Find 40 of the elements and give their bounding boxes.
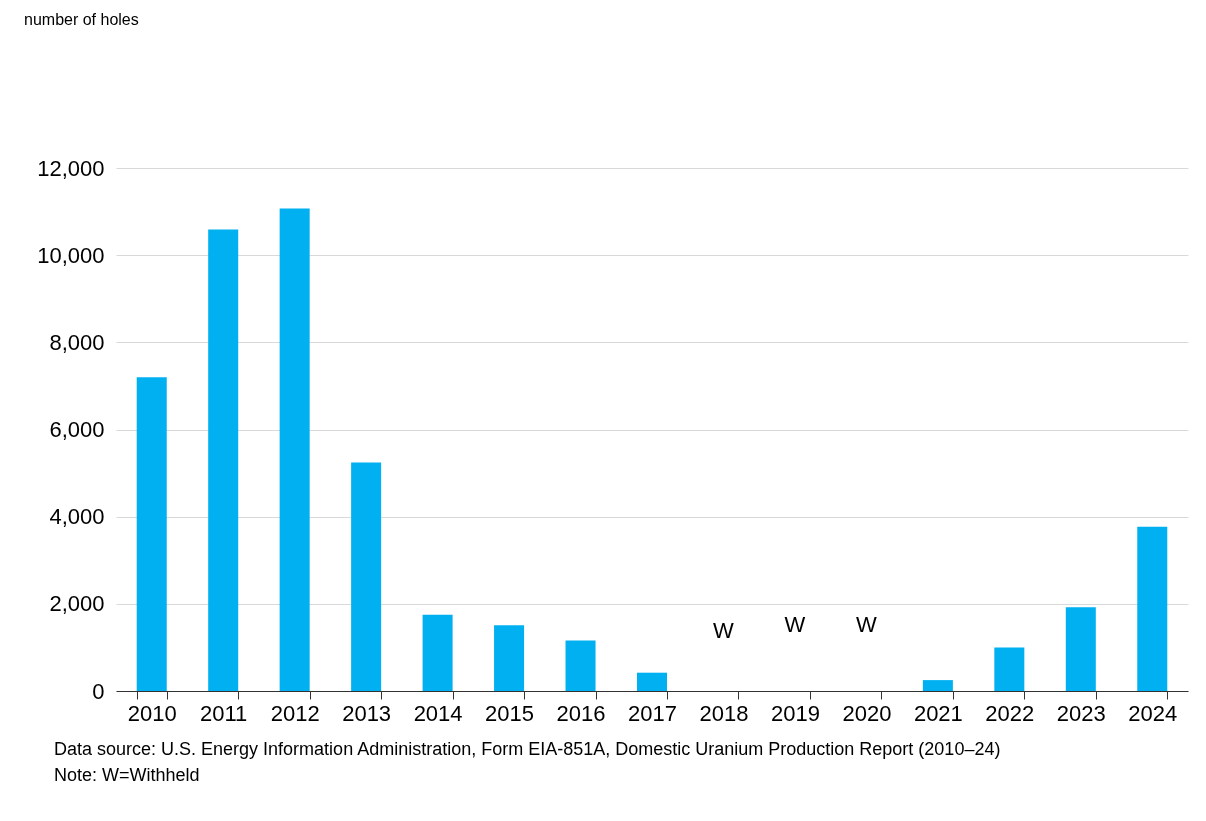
y-tick-label: 4,000 <box>49 504 105 530</box>
bar <box>279 208 310 691</box>
bar <box>636 672 668 691</box>
annotation: W <box>713 618 735 643</box>
bar <box>351 462 382 691</box>
y-tick-label: 10,000 <box>37 242 105 268</box>
y-tick-label: 8,000 <box>49 329 105 355</box>
bar <box>422 614 453 691</box>
x-tick-label: 2015 <box>485 700 535 726</box>
y-tick-label: 2,000 <box>49 591 105 617</box>
x-tick-label: 2020 <box>842 700 892 726</box>
x-tick-label: 2014 <box>413 700 463 726</box>
bar <box>494 625 525 691</box>
annotation: W <box>784 612 806 637</box>
text: Note: W=Withheld <box>54 765 200 785</box>
x-tick-label: 2010 <box>127 700 177 726</box>
bar <box>136 377 167 691</box>
x-tick-label: 2011 <box>200 700 248 726</box>
y-tick-label: 12,000 <box>37 155 105 181</box>
bar <box>1137 526 1168 691</box>
y-tick-label: 0 <box>92 678 105 704</box>
source-note: Data source: U.S. Energy Information Administration, Form EIA-851A, Domestic Uranium Production Report (2010–24) <box>54 739 1001 759</box>
x-tick-label: 2016 <box>556 700 606 726</box>
x-tick-label: 2022 <box>985 700 1035 726</box>
x-tick-label: 2018 <box>699 700 749 726</box>
annotation: W <box>856 612 878 637</box>
bar <box>1065 607 1096 691</box>
y-tick-label: 6,000 <box>49 417 105 442</box>
x-tick-label: 2017 <box>628 700 677 726</box>
x-tick-label: 2021 <box>913 700 963 726</box>
x-tick-label: 2023 <box>1056 700 1106 726</box>
x-tick-label: 2012 <box>270 700 320 726</box>
bar <box>994 647 1025 691</box>
text: number of holes <box>24 11 139 28</box>
x-tick-label: 2013 <box>342 700 392 726</box>
bar <box>208 229 239 691</box>
x-tick-label: 2019 <box>770 700 820 726</box>
bar <box>922 680 953 691</box>
x-tick-label: 2024 <box>1128 700 1178 726</box>
bar <box>565 640 596 691</box>
